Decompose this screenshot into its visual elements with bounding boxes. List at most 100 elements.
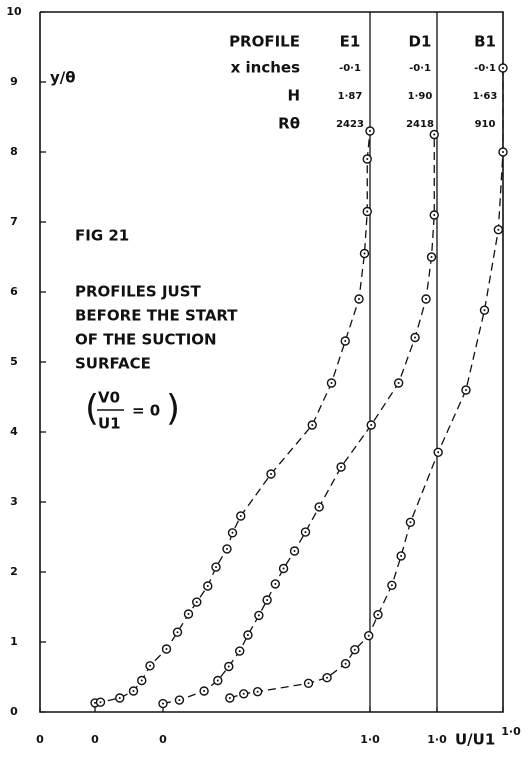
- table-cell: -0·1: [474, 63, 496, 74]
- data-point-center: [257, 614, 260, 617]
- x-axis-label: U/U1: [455, 731, 495, 749]
- data-point-center: [366, 158, 369, 160]
- data-point-center: [215, 566, 217, 569]
- table-cell: -0·1: [339, 63, 361, 74]
- data-point-center: [203, 690, 206, 692]
- data-point-center: [266, 599, 269, 601]
- data-point-center: [367, 634, 370, 637]
- y-tick-label: 1: [10, 635, 18, 648]
- data-point-center: [162, 702, 164, 705]
- data-point-center: [293, 550, 296, 552]
- annotation: FIG 21: [75, 227, 129, 245]
- data-point-center: [344, 662, 347, 665]
- fraction-numerator: V0: [98, 389, 120, 407]
- condition-rest: = 0: [132, 402, 160, 420]
- data-point-center: [353, 648, 356, 651]
- annotation: OF THE SUCTION: [75, 331, 217, 349]
- data-point-center: [397, 382, 400, 384]
- data-point-center: [132, 690, 135, 692]
- table-cell: 2418: [406, 119, 434, 130]
- table-cell: 1·63: [473, 91, 498, 102]
- data-point-center: [94, 701, 96, 704]
- y-tick-label: 5: [10, 355, 18, 368]
- table-cell: 1·90: [408, 91, 433, 102]
- data-point-center: [178, 699, 181, 702]
- x-tick-label: 0: [91, 733, 99, 746]
- data-point-center: [282, 567, 285, 570]
- table-header: B1: [474, 33, 496, 51]
- paren: ): [166, 388, 180, 429]
- data-point-center: [149, 664, 151, 667]
- data-point-center: [340, 466, 343, 468]
- table-cell: -0·1: [409, 63, 431, 74]
- data-point-center: [195, 601, 198, 604]
- data-point-center: [464, 389, 467, 391]
- annotation: PROFILES JUST: [75, 283, 202, 301]
- y-tick-label: 6: [10, 285, 18, 298]
- table-header: D1: [409, 33, 432, 51]
- data-point-center: [390, 584, 393, 587]
- y-tick-label: 0: [10, 705, 18, 718]
- data-point-center: [246, 634, 249, 636]
- data-point-center: [497, 228, 500, 231]
- annotation: SURFACE: [75, 355, 151, 373]
- y-tick-label: 9: [10, 75, 18, 88]
- data-point-center: [425, 298, 428, 300]
- profile-line: [94, 130, 371, 704]
- table-cell: 1·87: [338, 91, 363, 102]
- profile-line: [229, 68, 504, 699]
- y-tick-label: 4: [10, 425, 18, 438]
- data-point-center: [165, 648, 168, 650]
- y-tick-label: 7: [10, 215, 18, 228]
- table-row-label: H: [287, 87, 300, 105]
- data-point-center: [238, 650, 241, 653]
- data-point-center: [256, 690, 259, 693]
- data-point-center: [216, 679, 219, 682]
- table-row-label: Rθ: [278, 115, 300, 133]
- data-point-center: [231, 531, 234, 534]
- data-point-center: [304, 531, 307, 534]
- data-point-center: [358, 298, 360, 300]
- data-point-center: [227, 665, 230, 668]
- data-point-center: [242, 692, 245, 695]
- data-point-center: [370, 424, 373, 426]
- data-point-center: [409, 521, 412, 524]
- annotation: BEFORE THE START: [75, 307, 238, 325]
- data-point-center: [502, 67, 504, 69]
- data-point-center: [99, 701, 102, 704]
- data-point-center: [228, 697, 231, 699]
- data-point-center: [274, 582, 277, 585]
- data-point-center: [369, 130, 371, 132]
- data-point-center: [176, 631, 179, 634]
- data-point-center: [400, 554, 403, 557]
- data-point-center: [430, 256, 433, 258]
- data-point-center: [187, 613, 190, 615]
- data-point-center: [270, 473, 272, 475]
- table-cell: 2423: [336, 119, 364, 130]
- data-point-center: [437, 451, 440, 454]
- data-point-center: [433, 214, 436, 216]
- x-tick-label: 1·0: [360, 733, 380, 746]
- x-tick-label: 1·0: [501, 725, 521, 738]
- data-point-center: [414, 336, 417, 339]
- data-point-center: [118, 697, 121, 699]
- data-point-center: [206, 585, 209, 587]
- profile-line: [162, 134, 435, 705]
- table-cell: 910: [475, 119, 496, 130]
- x-tick-label: 0: [36, 733, 44, 746]
- data-point-center: [318, 505, 321, 508]
- y-tick-label: 2: [10, 565, 18, 578]
- data-point-center: [311, 424, 314, 426]
- data-point-center: [330, 382, 333, 384]
- x-tick-label: 0: [159, 733, 167, 746]
- fraction-denominator: U1: [98, 415, 121, 433]
- data-point-center: [366, 210, 369, 213]
- y-axis-label: y/θ: [50, 69, 76, 87]
- data-point-center: [376, 613, 379, 616]
- data-point-center: [344, 340, 347, 342]
- data-point-center: [502, 151, 504, 153]
- data-point-center: [239, 515, 242, 517]
- y-tick-label: 8: [10, 145, 18, 158]
- data-point-center: [363, 252, 366, 255]
